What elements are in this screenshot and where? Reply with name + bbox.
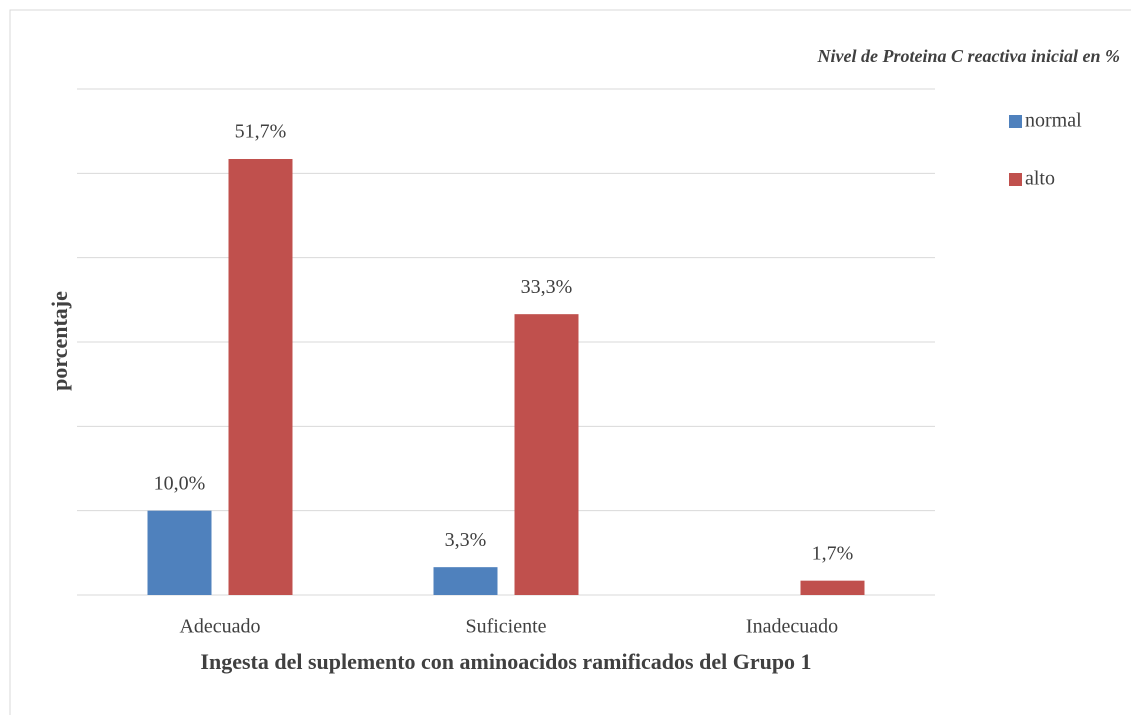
- y-axis-title: porcentaje: [47, 291, 72, 391]
- bar: [800, 580, 865, 595]
- legend-swatch: [1009, 173, 1022, 186]
- bar: [433, 567, 498, 595]
- data-label: 10,0%: [154, 472, 206, 494]
- data-label: 51,7%: [235, 121, 287, 143]
- x-tick-label: Suficiente: [465, 616, 546, 638]
- bar: [147, 510, 212, 595]
- legend-label: normal: [1025, 110, 1082, 132]
- x-axis-title: Ingesta del suplemento con aminoacidos r…: [200, 649, 811, 674]
- data-label: 1,7%: [812, 542, 854, 564]
- legend-swatch: [1009, 115, 1022, 128]
- bar: [228, 158, 293, 595]
- x-tick-label: Adecuado: [179, 616, 260, 638]
- x-tick-label: Inadecuado: [746, 616, 838, 638]
- chart-title: Nivel de Proteina C reactiva inicial en …: [817, 46, 1120, 66]
- legend-label: alto: [1025, 168, 1055, 190]
- data-label: 3,3%: [445, 529, 487, 551]
- bar: [514, 314, 579, 595]
- data-label: 33,3%: [521, 276, 573, 298]
